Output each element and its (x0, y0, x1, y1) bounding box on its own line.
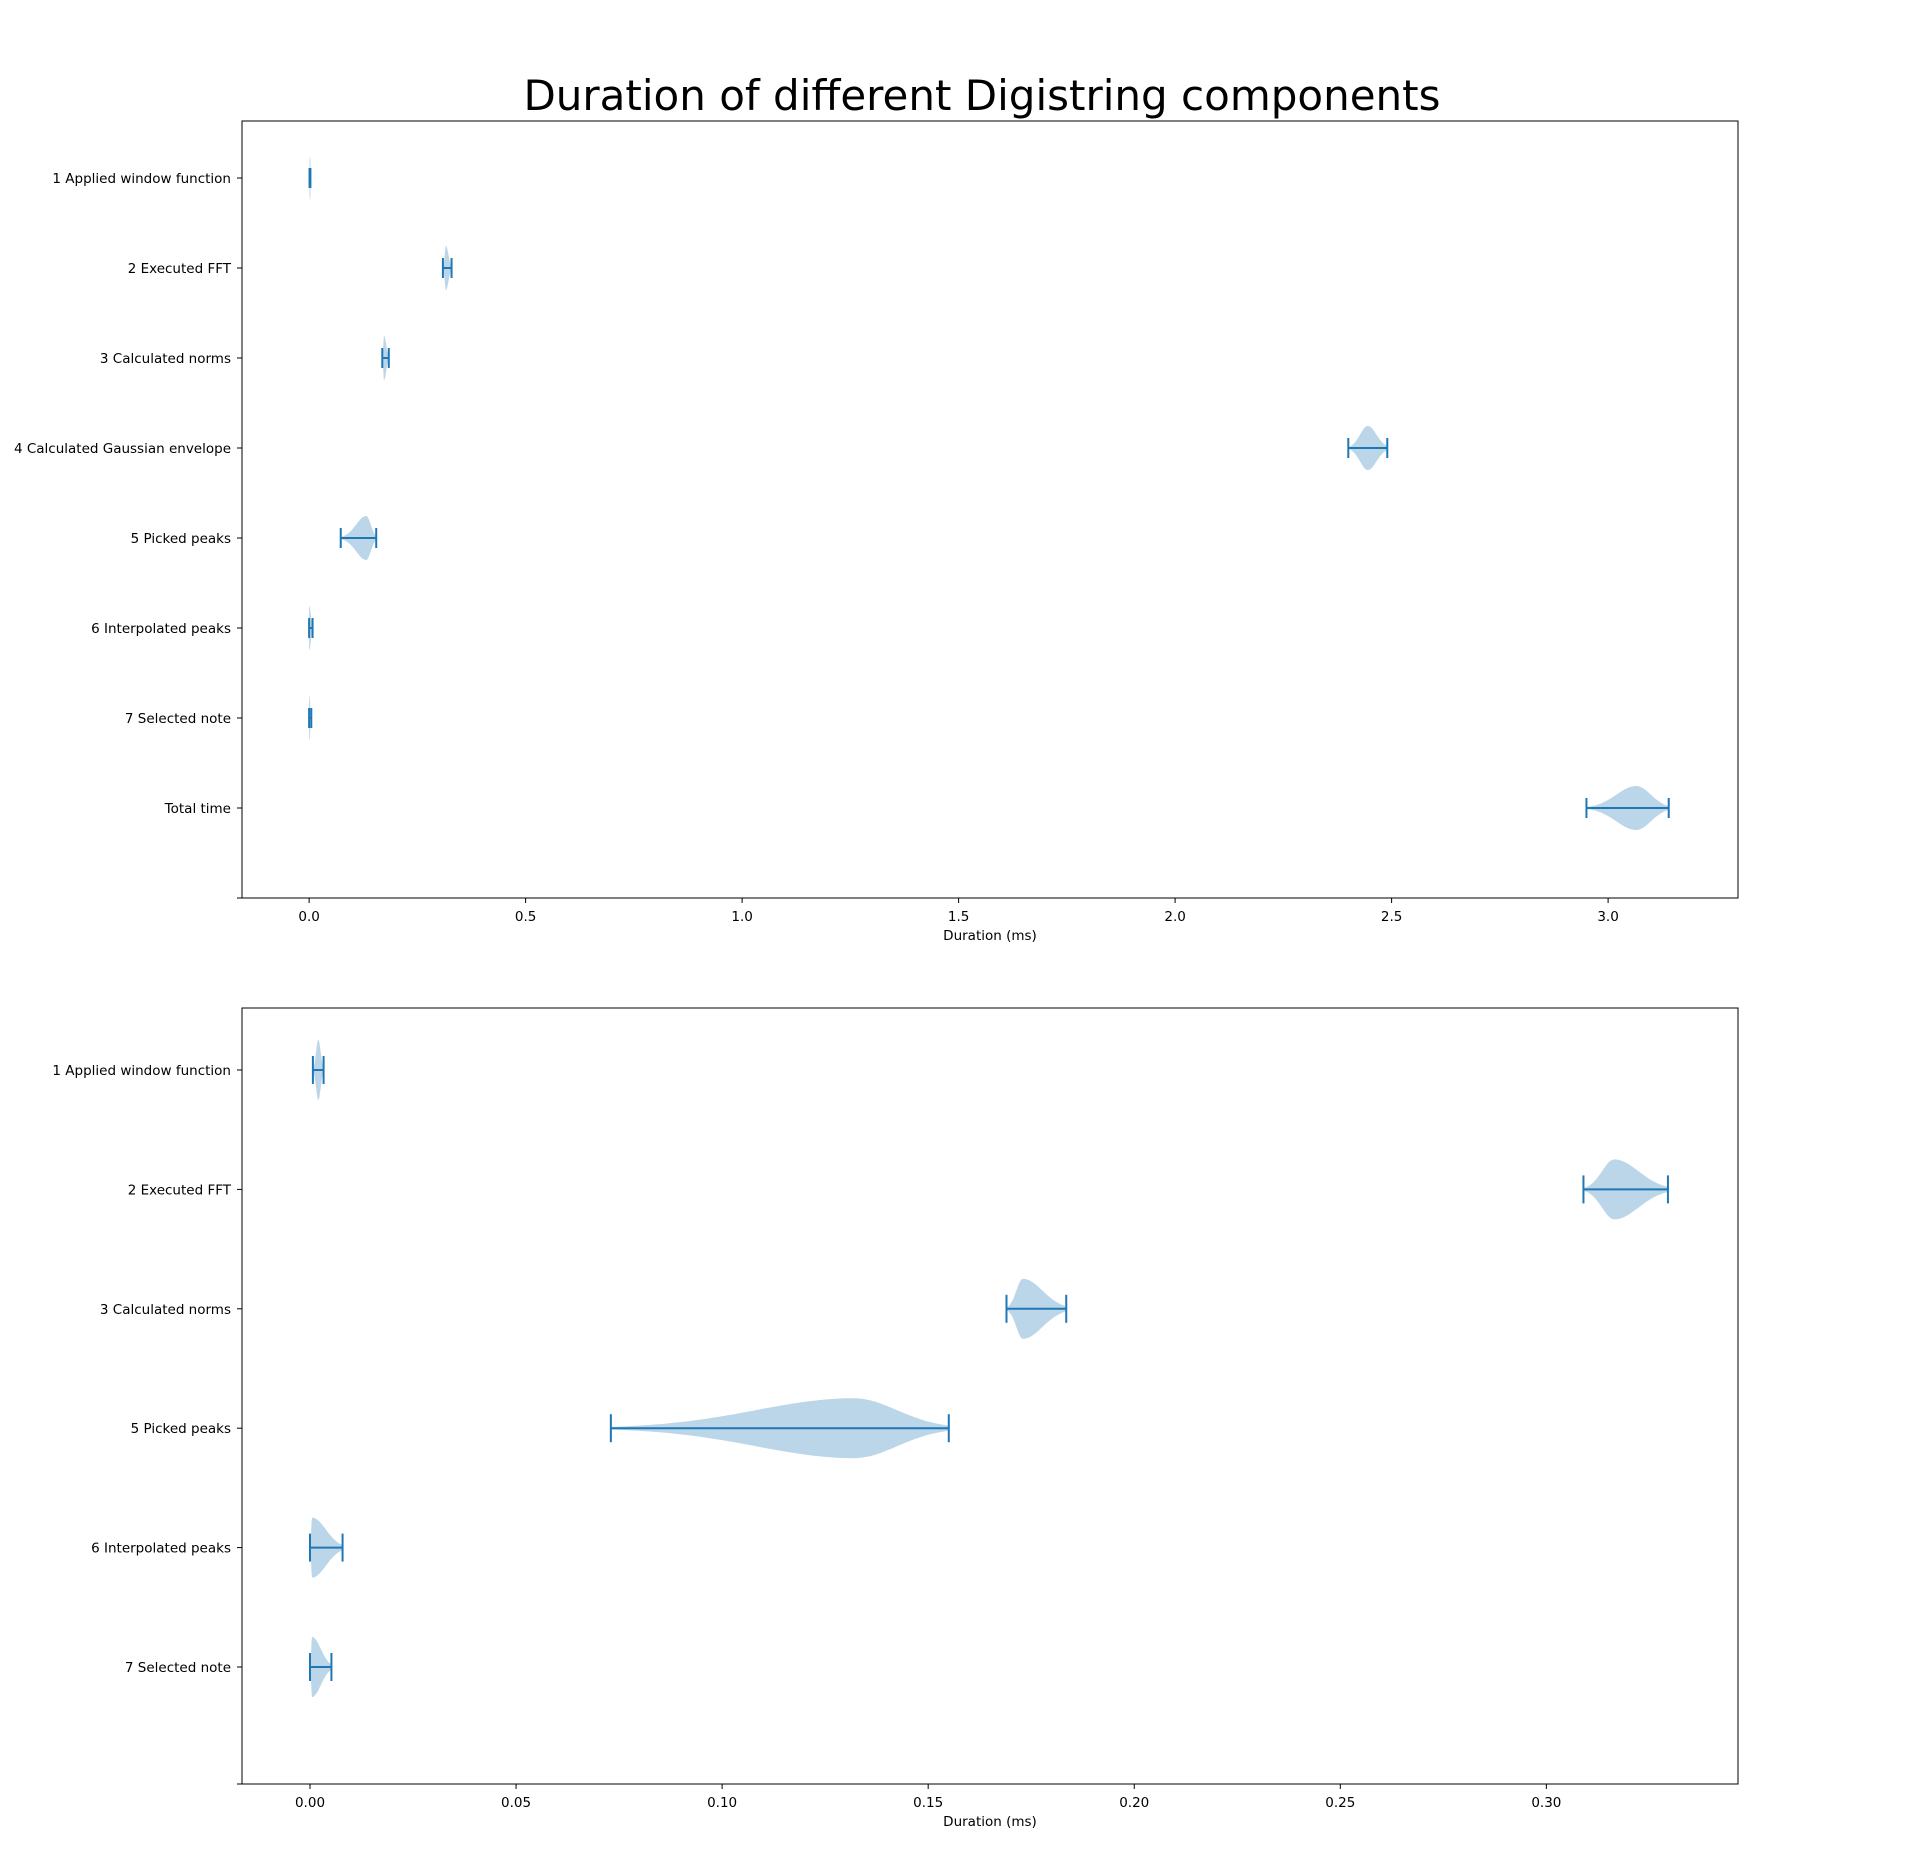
x-tick-label: 0.15 (913, 1795, 943, 1811)
y-tick-label: 1 Applied window function (52, 171, 231, 187)
y-tick-label: 3 Calculated norms (100, 1302, 231, 1318)
y-tick-label: 2 Executed FFT (128, 261, 232, 277)
y-tick-label: 6 Interpolated peaks (91, 1541, 231, 1557)
x-tick-label: 0.5 (515, 909, 536, 925)
y-tick-label: 1 Applied window function (52, 1063, 231, 1079)
y-tick-label: 6 Interpolated peaks (91, 621, 231, 637)
y-tick-label: 3 Calculated norms (100, 351, 231, 367)
x-tick-label: 0.00 (295, 1795, 325, 1811)
x-tick-label: 3.0 (1597, 909, 1618, 925)
y-tick-label: 5 Picked peaks (131, 531, 231, 547)
x-tick-label: 0.10 (707, 1795, 737, 1811)
y-tick-label: 7 Selected note (125, 1660, 231, 1676)
x-tick-label: 0.30 (1531, 1795, 1561, 1811)
y-tick-label: 7 Selected note (125, 711, 231, 727)
x-axis-label: Duration (ms) (943, 928, 1037, 944)
y-tick-label: 4 Calculated Gaussian envelope (14, 441, 231, 457)
x-tick-label: 0.05 (501, 1795, 531, 1811)
x-tick-label: 0.20 (1119, 1795, 1149, 1811)
x-tick-label: 1.5 (948, 909, 969, 925)
y-tick-label: 5 Picked peaks (131, 1421, 231, 1437)
x-tick-label: 2.5 (1381, 909, 1402, 925)
x-tick-label: 2.0 (1164, 909, 1185, 925)
plot-frame (241, 1007, 1739, 1785)
y-tick-label: Total time (164, 801, 231, 817)
chart-title: Duration of different Digistring compone… (523, 71, 1440, 120)
top-violin-panel: 0.0 0.5 1.0 1.5 2.0 2.5 3.0 Duration (ms) 1 Appl… (14, 120, 1739, 944)
bottom-violin-panel: 0.00 0.05 0.10 0.15 0.20 0.25 0.30 Duration (ms… (52, 1007, 1739, 1830)
plot-frame (241, 120, 1739, 899)
x-axis-label: Duration (ms) (943, 1814, 1037, 1830)
x-tick-label: 0.25 (1325, 1795, 1355, 1811)
x-tick-label: 0.0 (298, 909, 319, 925)
x-tick-label: 1.0 (731, 909, 752, 925)
y-tick-label: 2 Executed FFT (128, 1182, 232, 1198)
